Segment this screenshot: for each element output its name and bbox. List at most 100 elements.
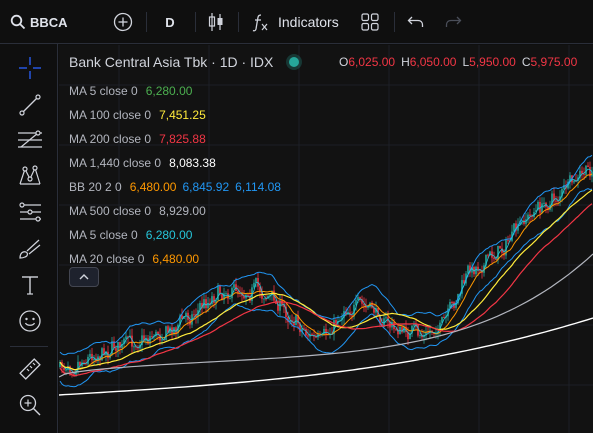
- candle-body: [569, 175, 571, 182]
- candle-body: [345, 311, 347, 315]
- chart-plot-area[interactable]: [59, 45, 593, 433]
- candle-body: [541, 203, 543, 213]
- toolbar-divider: [238, 12, 239, 32]
- undo-button[interactable]: [405, 0, 427, 44]
- candle-body: [89, 353, 91, 357]
- candle-body: [451, 302, 453, 304]
- candle-body: [161, 339, 163, 341]
- candle-body: [355, 300, 357, 305]
- layout-button[interactable]: [358, 0, 382, 44]
- candle-body: [385, 317, 387, 319]
- ohlc-key: C: [521, 55, 531, 69]
- pattern-tool[interactable]: [14, 161, 46, 191]
- measure-tool[interactable]: [14, 354, 46, 384]
- candle-body: [475, 266, 477, 275]
- candle-body: [585, 165, 587, 175]
- candle-body: [131, 335, 133, 347]
- indicator-row[interactable]: MA 500 close 0 8,929.00: [69, 199, 287, 223]
- ohlc-value: 5,950.00: [469, 55, 516, 69]
- indicator-row[interactable]: MA 100 close 0 7,451.25: [69, 103, 287, 127]
- indicator-row[interactable]: MA 20 close 0 6,480.00: [69, 247, 287, 271]
- candle-body: [229, 298, 231, 300]
- candle-body: [79, 361, 81, 366]
- indicators-button[interactable]: Indicators: [250, 0, 350, 44]
- candle-body: [279, 300, 281, 311]
- candle-body: [115, 348, 117, 351]
- candle-body: [293, 322, 295, 326]
- indicator-row[interactable]: MA 5 close 0 6,280.00: [69, 223, 287, 247]
- candle-body: [101, 348, 103, 361]
- candle-body: [535, 210, 537, 213]
- candle-body: [507, 240, 509, 242]
- candle-body: [285, 306, 287, 318]
- collapse-legend-button[interactable]: [69, 267, 99, 287]
- indicator-label: MA 500 close 0: [69, 204, 152, 218]
- candle-body: [361, 299, 363, 304]
- redo-button[interactable]: [442, 0, 464, 44]
- ohlc-value: 5,975.00: [530, 55, 578, 69]
- interval-button[interactable]: D: [165, 14, 175, 30]
- ma100-line: [59, 189, 593, 371]
- indicator-row[interactable]: MA 1,440 close 0 8,083.38: [69, 151, 287, 175]
- candle-body: [83, 362, 85, 364]
- candle-body: [201, 302, 203, 309]
- candle-body: [259, 286, 261, 292]
- chart-type-button[interactable]: [205, 0, 227, 44]
- candle-body: [173, 327, 175, 335]
- brush-tool[interactable]: [14, 234, 46, 264]
- candle-body: [411, 325, 413, 334]
- candle-body: [405, 326, 407, 333]
- ma20-line: [59, 173, 593, 371]
- symbol-label: BBCA: [30, 14, 68, 30]
- candle-body: [125, 336, 127, 339]
- indicator-row[interactable]: MA 200 close 0 7,825.88: [69, 127, 287, 151]
- candle-body: [93, 358, 95, 361]
- candle-body: [537, 201, 539, 211]
- candle-body: [113, 341, 115, 349]
- indicator-row[interactable]: MA 5 close 0 6,280.00: [69, 79, 287, 103]
- emoji-icon: [19, 310, 41, 332]
- candle-body: [367, 306, 369, 308]
- compare-button[interactable]: [110, 0, 136, 44]
- candle-body: [529, 214, 531, 217]
- trend-line-tool[interactable]: [14, 90, 46, 120]
- candle-body: [401, 326, 403, 333]
- prediction-tool[interactable]: [14, 197, 46, 227]
- candle-body: [303, 328, 305, 330]
- text-tool[interactable]: [14, 270, 46, 300]
- candle-body: [375, 308, 377, 313]
- emoji-tool[interactable]: [14, 306, 46, 336]
- candle-body: [517, 224, 519, 231]
- price-chart[interactable]: Bank Central Asia Tbk · 1D · IDX O6,025.…: [59, 45, 593, 433]
- candle-body: [297, 315, 299, 324]
- ma5-line: [59, 168, 593, 374]
- candle-body: [409, 333, 411, 340]
- candle-body: [141, 335, 143, 345]
- candle-body: [241, 293, 243, 296]
- indicator-value: 6,114.08: [235, 180, 281, 194]
- candle-body: [353, 304, 355, 317]
- candle-body: [111, 341, 113, 355]
- indicator-value: 8,929.00: [159, 204, 206, 218]
- zoom-in-tool[interactable]: [14, 390, 46, 420]
- symbol-search-button[interactable]: BBCA: [10, 0, 90, 44]
- ohlc-key: O: [339, 55, 349, 69]
- candle-body: [169, 327, 171, 333]
- ohlc-value: 6,025.00: [348, 55, 396, 69]
- candle-body: [253, 282, 255, 288]
- symbol-title[interactable]: Bank Central Asia Tbk · 1D · IDX: [69, 54, 274, 70]
- candle-body: [205, 299, 207, 309]
- candle-body: [221, 294, 223, 300]
- candle-body: [489, 251, 491, 256]
- candle-body: [227, 293, 229, 299]
- fib-retracement-tool[interactable]: [14, 125, 46, 155]
- redo-icon: [445, 16, 462, 27]
- indicator-row[interactable]: BB 20 2 0 6,480.00 6,845.92 6,114.08: [69, 175, 287, 199]
- candle-body: [215, 300, 217, 304]
- pattern-icon: [19, 165, 41, 185]
- ma200-line: [59, 203, 593, 377]
- candle-body: [499, 245, 501, 249]
- candle-body: [223, 293, 225, 300]
- crosshair-tool[interactable]: [14, 53, 46, 83]
- candle-body: [313, 335, 315, 337]
